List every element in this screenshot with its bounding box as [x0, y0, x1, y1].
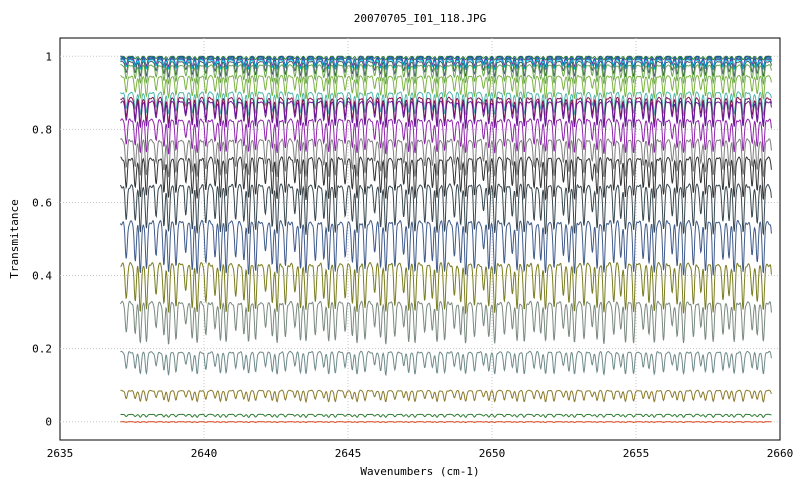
y-tick-label: 0 — [45, 416, 52, 429]
series-line — [120, 156, 772, 201]
series-line — [120, 118, 772, 155]
series-line — [120, 350, 772, 377]
series-line — [120, 74, 772, 101]
x-tick-label: 2650 — [479, 447, 506, 460]
series-line — [120, 55, 772, 61]
y-tick-label: 1 — [45, 50, 52, 63]
y-tick-label: 0.2 — [32, 343, 52, 356]
series-line — [120, 300, 772, 345]
series-line — [120, 100, 772, 130]
series-line — [120, 183, 772, 236]
x-axis-label: Wavenumbers (cm-1) — [360, 465, 479, 478]
series-line — [120, 138, 772, 180]
x-tick-label: 2645 — [335, 447, 362, 460]
series-line — [120, 219, 772, 276]
y-axis-label: Transmitance — [8, 199, 21, 278]
series-line — [120, 261, 772, 315]
x-tick-label: 2655 — [623, 447, 650, 460]
series-line — [120, 389, 772, 404]
series-line — [120, 421, 772, 424]
series-line — [120, 64, 772, 86]
x-tick-label: 2660 — [767, 447, 794, 460]
y-axis-ticks: 0 0.2 0.4 0.6 0.8 1 — [32, 50, 52, 428]
x-tick-label: 2640 — [191, 447, 218, 460]
y-tick-label: 0.6 — [32, 196, 52, 209]
y-tick-label: 0.8 — [32, 123, 52, 136]
x-tick-label: 2635 — [47, 447, 74, 460]
series-line — [120, 60, 772, 78]
y-tick-label: 0.4 — [32, 270, 52, 283]
x-axis-ticks: 2635 2640 2645 2650 2655 2660 — [47, 447, 794, 460]
chart-title: 20070705_I01_118.JPG — [354, 12, 486, 25]
series-line — [120, 91, 772, 117]
plot-area — [59, 37, 781, 441]
series-line — [120, 58, 772, 71]
series-group — [120, 55, 772, 424]
series-line — [120, 413, 772, 419]
